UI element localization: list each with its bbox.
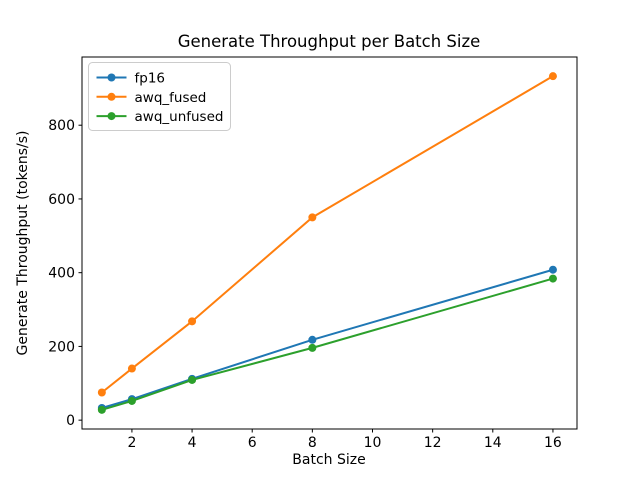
legend-label: fp16	[135, 71, 166, 87]
legend-label: awq_unfused	[135, 109, 224, 125]
data-point-awq_unfused	[308, 343, 317, 352]
axes-spines	[81, 56, 578, 430]
y-tick-label: 400	[48, 266, 75, 282]
x-tick-label: 12	[424, 435, 442, 451]
series-line-awq_unfused	[100, 277, 554, 411]
y-tick-label: 600	[48, 192, 75, 208]
plot-border	[81, 56, 578, 430]
legend-swatch-marker	[107, 73, 116, 82]
y-tick-label: 800	[48, 118, 75, 134]
x-tick-label: 6	[248, 435, 257, 451]
data-point-awq_fused	[548, 72, 557, 81]
axis-ticks: 2 4 6 8 10 12 14 16 0 200 400 600 800	[48, 118, 562, 451]
x-tick-label: 14	[484, 435, 502, 451]
data-point-fp16	[308, 335, 317, 344]
plot-area	[97, 72, 557, 414]
legend-label: awq_fused	[135, 90, 207, 106]
x-tick-label: 4	[188, 435, 197, 451]
data-point-awq_unfused	[97, 405, 106, 414]
data-point-awq_fused	[127, 364, 136, 373]
x-tick-label: 8	[308, 435, 317, 451]
y-tick-label: 0	[66, 413, 75, 429]
legend-swatch-marker	[107, 112, 116, 121]
x-tick-label: 10	[364, 435, 382, 451]
x-tick-label: 2	[127, 435, 136, 451]
data-point-fp16	[548, 265, 557, 274]
chart-title: Generate Throughput per Batch Size	[178, 32, 481, 51]
data-point-awq_unfused	[127, 396, 136, 405]
y-tick-label: 200	[48, 339, 75, 355]
legend-box	[88, 62, 231, 131]
legend: fp16 awq_fused awq_unfused	[88, 62, 231, 131]
legend-swatch-marker	[107, 92, 116, 101]
data-point-awq_fused	[308, 213, 317, 222]
x-axis-label: Batch Size	[292, 452, 365, 468]
data-point-awq_fused	[97, 388, 106, 397]
x-tick-label: 16	[544, 435, 562, 451]
data-point-awq_unfused	[548, 274, 557, 283]
data-point-awq_unfused	[188, 375, 197, 384]
y-axis-label: Generate Throughput (tokens/s)	[15, 131, 31, 356]
data-point-awq_fused	[188, 317, 197, 326]
